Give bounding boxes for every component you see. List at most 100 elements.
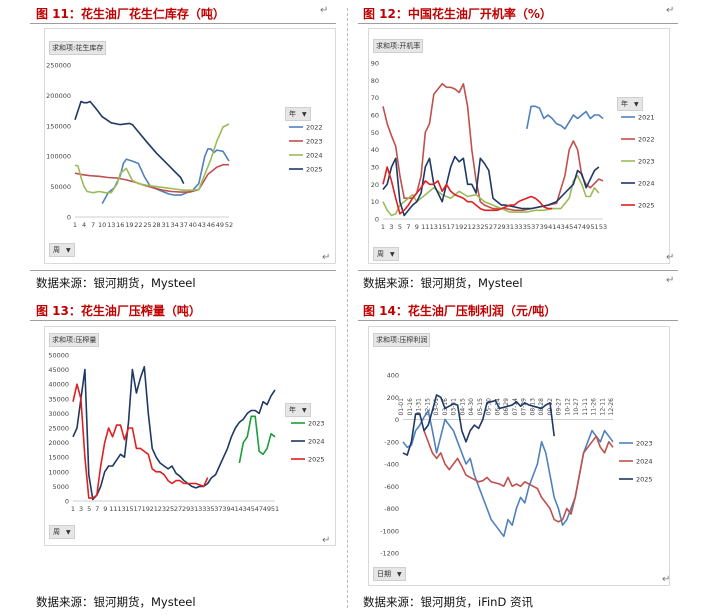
legend-filter-label: 年	[621, 100, 628, 108]
chart-panel-13: 0 5000 10000 15000 20000 25000 30000 35000 40000…	[44, 326, 336, 546]
paragraph-mark: ↵	[322, 535, 331, 546]
chart-11-svg: 0 50000 100000 150000 200000 250000 1 4 7 10 13 16 1…	[46, 62, 323, 230]
x-tick-label: 1	[71, 505, 75, 513]
x-tick-label: 9	[415, 223, 419, 231]
x-tick-label: 25	[480, 223, 488, 231]
y-tick-label: 400	[387, 372, 399, 380]
source-note-12: 数据来源：银河期货，Mysteel	[363, 276, 523, 290]
y-tick-label: 25000	[48, 425, 69, 433]
legend-label: 2022	[638, 136, 655, 144]
x-tick-label: 1	[381, 223, 385, 231]
legend-filter-dropdown[interactable]: 年 ▼	[617, 97, 643, 111]
y-tick-label: 90	[371, 60, 379, 68]
figure-title-14: 图 14：花生油厂压制利润（元/吨）	[363, 304, 557, 318]
x-tick-label: 53	[599, 223, 607, 231]
y-tick-label: 30	[371, 164, 379, 172]
field-button[interactable]: 求和项:开机率	[373, 39, 424, 53]
axis-field-dropdown[interactable]: 日期 ▼	[373, 567, 406, 581]
field-button[interactable]: 求和项:压榨量	[49, 333, 100, 347]
x-tick-label: 33	[198, 505, 206, 513]
paragraph-mark: ↵	[662, 574, 671, 585]
x-tick-label: 21	[463, 223, 471, 231]
series-line-2024	[423, 430, 614, 523]
legend-label: 2024	[306, 152, 323, 160]
x-tick-label: 01-01	[398, 398, 405, 416]
x-tick-label: 27	[489, 223, 497, 231]
legend-filter-dropdown[interactable]: 年 ▼	[285, 403, 311, 417]
x-tick-label: 05-30	[486, 398, 493, 416]
x-tick-label: 51	[590, 223, 598, 231]
x-tick-label: 03-16	[442, 398, 449, 416]
axis-field-dropdown[interactable]: 周 ▼	[49, 243, 75, 257]
x-tick-label: 17	[447, 223, 455, 231]
x-tick-label: 39	[540, 223, 548, 231]
x-tick-label: 19	[455, 223, 463, 231]
paragraph-mark: ↵	[322, 252, 331, 263]
source-note-13: 数据来源：银河期货，Mysteel	[36, 595, 196, 609]
y-tick-label: 0	[67, 214, 71, 222]
x-tick-label: 01-31	[416, 398, 423, 416]
y-tick-label: 15000	[48, 454, 69, 462]
x-tick-label: 27	[174, 505, 182, 513]
y-tick-label: 200	[387, 394, 399, 402]
x-tick-label: 11	[421, 223, 429, 231]
x-tick-label: 43	[239, 505, 247, 513]
y-tick-label: 60	[371, 112, 379, 120]
y-tick-label: -800	[384, 505, 399, 513]
x-tick-label: 3	[79, 505, 83, 513]
x-tick-label: 7	[95, 505, 99, 513]
source-note-11: 数据来源：银河期货，Mysteel	[36, 276, 196, 290]
divider	[358, 320, 678, 321]
x-tick-label: 7	[91, 221, 95, 229]
x-tick-label: 22	[134, 221, 142, 229]
legend-label: 2025	[636, 476, 653, 484]
divider	[30, 23, 336, 24]
axis-field-dropdown[interactable]: 周 ▼	[49, 525, 75, 539]
x-tick-label: 34	[171, 221, 179, 229]
x-tick-label: 11-11	[582, 398, 589, 416]
chevron-down-icon: ▼	[634, 101, 639, 108]
legend-filter-dropdown[interactable]: 年 ▼	[285, 107, 311, 121]
chevron-down-icon: ▼	[302, 407, 307, 414]
x-tick-label: 23	[158, 505, 166, 513]
legend-label: 2025	[308, 456, 325, 464]
series-line-2023	[402, 409, 614, 538]
x-tick-label: 45	[565, 223, 573, 231]
x-tick-label: 47	[255, 505, 263, 513]
x-tick-label: 11	[109, 505, 117, 513]
legend-filter-label: 年	[289, 110, 296, 118]
x-tick-label: 19	[142, 505, 150, 513]
legend-label: 2024	[636, 458, 653, 466]
field-button[interactable]: 求和项:花生库存	[49, 41, 107, 55]
series-line-2024	[74, 123, 230, 194]
x-tick-label: 46	[207, 221, 215, 229]
field-button[interactable]: 求和项:压榨利润	[373, 333, 431, 347]
y-tick-label: 150000	[46, 122, 71, 130]
y-tick-label: 50000	[48, 352, 69, 360]
x-tick-label: 29	[497, 223, 505, 231]
x-tick-label: 3	[389, 223, 393, 231]
legend-label: 2025	[638, 202, 655, 210]
y-tick-label: 250000	[46, 62, 71, 70]
x-tick-label: 5	[398, 223, 402, 231]
axis-field-dropdown[interactable]: 周 ▼	[373, 247, 399, 261]
legend-label: 2023	[308, 420, 325, 428]
x-tick-label: 4	[82, 221, 86, 229]
chart-panel-12: 0 10 20 30 40 50 60 70 80 90 1 3 5 7 9 11 13 15 17 19 21 23 25…	[368, 28, 670, 264]
y-tick-label: 40000	[48, 381, 69, 389]
x-tick-label: 02-15	[424, 398, 431, 416]
source-note-14: 数据来源：银河期货，iFinD 资讯	[363, 595, 533, 609]
y-tick-label: 50	[371, 129, 379, 137]
x-tick-label: 41	[548, 223, 556, 231]
y-tick-label: 5000	[52, 483, 69, 491]
y-tick-label: -1000	[380, 527, 399, 535]
legend-label: 2024	[308, 438, 325, 446]
chevron-down-icon: ▼	[390, 251, 395, 258]
x-tick-label: 08-28	[538, 398, 545, 416]
x-tick-label: 10	[98, 221, 106, 229]
x-tick-label: 25	[166, 505, 174, 513]
x-tick-label: 17	[133, 505, 141, 513]
x-tick-label: 1	[73, 221, 77, 229]
chart-13-svg: 0 5000 10000 15000 20000 25000 30000 35000 40000…	[48, 352, 325, 514]
